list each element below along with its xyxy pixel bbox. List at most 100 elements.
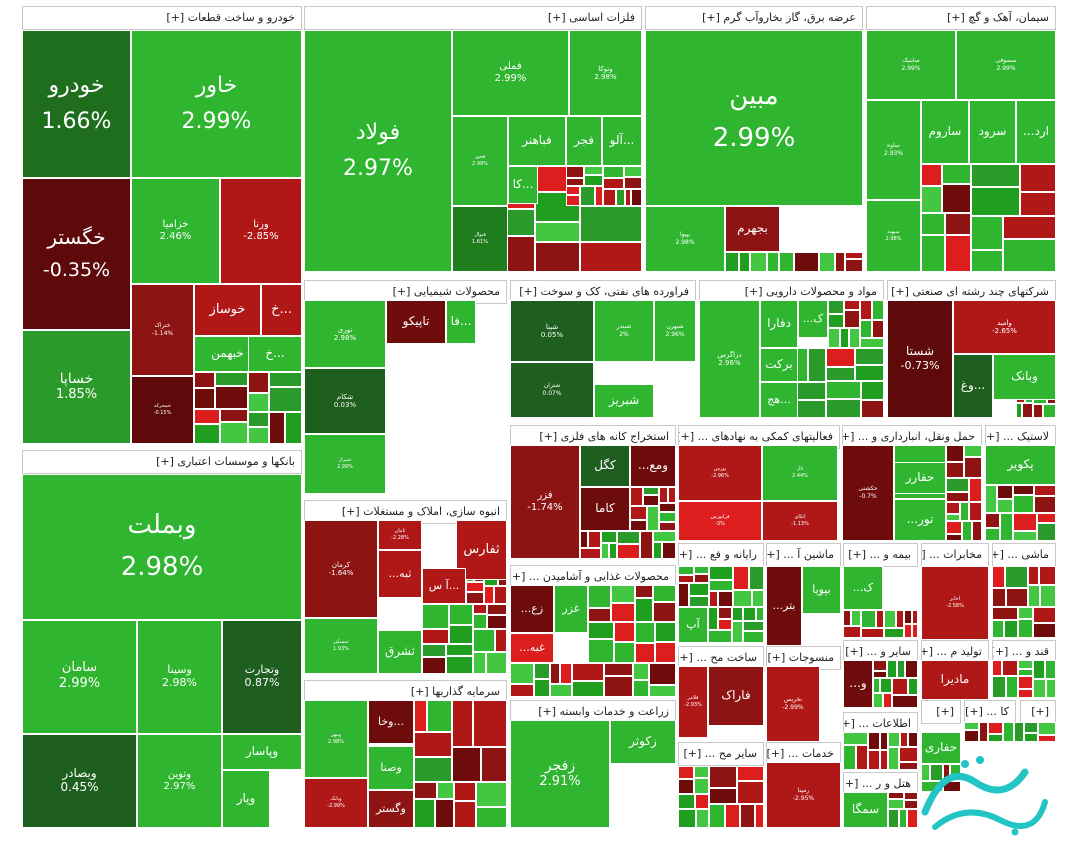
small-stock-tile[interactable] [861, 381, 884, 400]
small-stock-tile[interactable] [566, 166, 584, 178]
small-stock-tile[interactable] [588, 639, 614, 663]
small-stock-tile[interactable] [694, 574, 709, 583]
stock-tile[interactable]: ورنا -2.85% [220, 178, 302, 284]
small-stock-tile[interactable] [946, 534, 962, 541]
small-stock-tile[interactable] [473, 652, 486, 674]
small-stock-tile[interactable] [194, 424, 220, 444]
stock-tile[interactable]: ثفارس [456, 520, 507, 580]
small-stock-tile[interactable] [709, 591, 718, 607]
small-stock-tile[interactable] [1037, 513, 1056, 523]
small-stock-tile[interactable] [215, 386, 248, 409]
small-stock-tile[interactable] [603, 166, 624, 178]
small-stock-tile[interactable] [826, 399, 861, 418]
small-stock-tile[interactable] [689, 596, 709, 607]
small-stock-tile[interactable] [904, 800, 918, 809]
stock-tile[interactable]: ومهر 2.98% [304, 700, 368, 778]
small-stock-tile[interactable] [737, 766, 764, 781]
small-stock-tile[interactable] [473, 604, 487, 614]
small-stock-tile[interactable] [855, 348, 884, 365]
small-stock-tile[interactable] [992, 607, 1018, 620]
small-stock-tile[interactable] [678, 575, 694, 583]
small-stock-tile[interactable] [779, 252, 794, 272]
stock-tile[interactable]: فخوز 2.99% [452, 116, 508, 206]
stock-tile[interactable]: زکوثر [610, 720, 676, 764]
small-stock-tile[interactable] [454, 801, 476, 828]
small-stock-tile[interactable] [960, 502, 969, 521]
small-stock-tile[interactable] [860, 300, 872, 320]
stock-tile[interactable]: کگل [580, 445, 630, 487]
small-stock-tile[interactable] [1020, 164, 1056, 192]
stock-tile[interactable]: بجهرم [725, 206, 780, 252]
small-stock-tile[interactable] [908, 678, 918, 695]
small-stock-tile[interactable] [887, 660, 897, 678]
sector-header[interactable]: رایانه و فع ... [+] [678, 543, 764, 567]
stock-tile[interactable]: شپنا 0.05% [510, 300, 594, 362]
sector-header[interactable]: کا ... [+] [964, 700, 1016, 724]
small-stock-tile[interactable] [883, 693, 892, 708]
stock-tile[interactable]: شیراز 2.99% [304, 434, 386, 494]
stock-tile[interactable]: خساپا 1.85% [22, 330, 131, 444]
stock-tile[interactable]: غزر [554, 585, 588, 633]
small-stock-tile[interactable] [985, 513, 1000, 528]
small-stock-tile[interactable] [845, 252, 863, 259]
small-stock-tile[interactable] [422, 644, 446, 657]
small-stock-tile[interactable] [643, 495, 659, 506]
sector-header[interactable]: بیمه و ... [+] [843, 543, 918, 567]
small-stock-tile[interactable] [630, 487, 643, 506]
small-stock-tile[interactable] [1024, 722, 1038, 733]
small-stock-tile[interactable] [454, 782, 476, 801]
stock-tile[interactable]: بپیوا 2.98% [645, 206, 725, 272]
small-stock-tile[interactable] [580, 242, 642, 272]
small-stock-tile[interactable] [694, 766, 709, 778]
small-stock-tile[interactable] [422, 657, 446, 674]
small-stock-tile[interactable] [604, 676, 633, 697]
small-stock-tile[interactable] [888, 799, 904, 809]
small-stock-tile[interactable] [743, 631, 764, 643]
sector-header[interactable]: فلزات اساسی [+] [304, 6, 642, 30]
small-stock-tile[interactable] [624, 177, 642, 189]
small-stock-tile[interactable] [709, 580, 733, 591]
small-stock-tile[interactable] [1033, 660, 1045, 679]
small-stock-tile[interactable] [732, 607, 743, 621]
small-stock-tile[interactable] [452, 700, 473, 747]
small-stock-tile[interactable] [487, 615, 507, 629]
small-stock-tile[interactable] [481, 747, 507, 782]
stock-tile[interactable]: فرابورس -3% [678, 501, 762, 541]
small-stock-tile[interactable] [659, 503, 676, 512]
stock-tile[interactable]: ...ک [798, 300, 828, 338]
small-stock-tile[interactable] [946, 445, 964, 462]
stock-tile[interactable]: وخا... [368, 700, 414, 744]
stock-tile[interactable]: خوساز [194, 284, 261, 336]
stock-tile[interactable]: سمگا [843, 792, 888, 828]
small-stock-tile[interactable] [601, 543, 609, 559]
small-stock-tile[interactable] [614, 642, 635, 663]
stock-tile[interactable]: هج... [760, 382, 798, 418]
stock-tile[interactable]: پکویر [985, 445, 1056, 485]
small-stock-tile[interactable] [194, 409, 220, 424]
stock-tile[interactable]: فولاد 2.97% [304, 30, 452, 272]
small-stock-tile[interactable] [992, 620, 1004, 638]
stock-tile[interactable]: خاور 2.99% [131, 30, 302, 178]
small-stock-tile[interactable] [1003, 216, 1056, 239]
small-stock-tile[interactable] [873, 678, 880, 693]
small-stock-tile[interactable] [1034, 485, 1056, 496]
small-stock-tile[interactable] [414, 782, 437, 799]
small-stock-tile[interactable] [969, 502, 982, 521]
small-stock-tile[interactable] [694, 778, 709, 794]
small-stock-tile[interactable] [655, 622, 676, 642]
small-stock-tile[interactable] [595, 186, 603, 206]
stock-tile[interactable]: سامان 2.99% [22, 620, 137, 734]
small-stock-tile[interactable] [446, 656, 473, 674]
small-stock-tile[interactable] [1018, 669, 1033, 676]
small-stock-tile[interactable] [510, 663, 534, 684]
small-stock-tile[interactable] [422, 629, 449, 644]
sector-header[interactable]: سایر مح ... [+] [678, 742, 764, 766]
small-stock-tile[interactable] [843, 732, 868, 745]
small-stock-tile[interactable] [992, 660, 1002, 676]
stock-tile[interactable]: شتران 0.07% [510, 362, 594, 418]
stock-tile[interactable]: کاما [580, 487, 630, 531]
small-stock-tile[interactable] [220, 409, 248, 422]
small-stock-tile[interactable] [843, 610, 851, 626]
sector-header[interactable]: [+] [921, 700, 961, 724]
small-stock-tile[interactable] [649, 685, 676, 697]
